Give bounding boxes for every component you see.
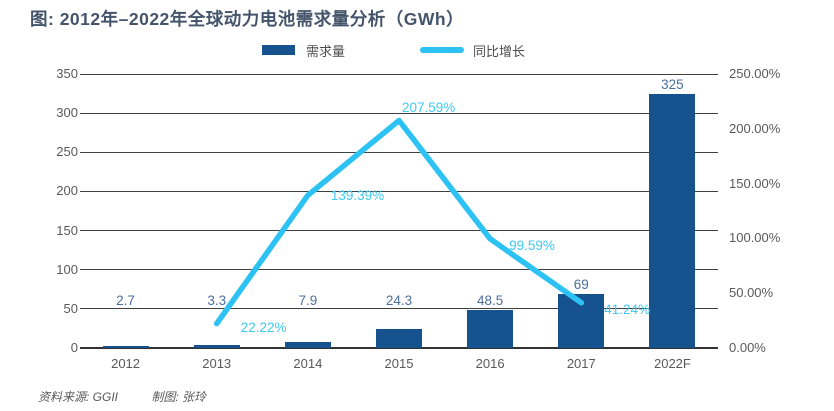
legend: 需求量 同比增长	[262, 40, 525, 60]
y-axis-tick-left: 150	[56, 222, 78, 238]
bar-2014	[284, 341, 331, 348]
x-axis-label-2014: 2014	[293, 356, 323, 371]
y-axis-tick-left: 200	[56, 183, 78, 199]
bar-value-label: 69	[573, 276, 589, 292]
gridline	[80, 190, 718, 192]
growth-point-label: 139.39%	[330, 188, 385, 204]
x-axis-label-2016: 2016	[475, 356, 505, 371]
y-axis-tick-right: 0.00%	[729, 340, 766, 355]
legend-bar-swatch	[262, 45, 295, 55]
bar-2012	[102, 345, 149, 348]
gridline	[80, 347, 718, 349]
legend-bar-label: 需求量	[306, 43, 346, 59]
y-axis-tick-right: 50.00%	[729, 285, 774, 301]
bar-value-label: 3.3	[207, 293, 227, 308]
bar-2013	[193, 345, 240, 348]
source-note: 资料来源: GGII	[38, 390, 119, 404]
y-axis-tick-left: 100	[56, 261, 78, 277]
x-axis-label-2022F: 2022F	[653, 356, 691, 371]
bar-value-label: 48.5	[477, 293, 504, 308]
growth-point-label: 99.59%	[509, 237, 555, 253]
maker-note: 制图: 张玲	[151, 390, 207, 404]
growth-line	[213, 117, 585, 327]
growth-point-label: 22.22%	[240, 319, 287, 335]
bar-2016	[467, 310, 514, 348]
legend-line-swatch	[420, 47, 465, 53]
bar-2022F	[649, 93, 696, 348]
legend-line-label: 同比增长	[473, 43, 526, 59]
x-axis-label-2017: 2017	[566, 356, 596, 371]
y-axis-tick-left: 350	[56, 66, 78, 81]
x-axis-label-2012: 2012	[111, 356, 141, 371]
bar-value-label: 325	[661, 76, 684, 92]
x-axis-label-2015: 2015	[384, 356, 414, 371]
gridline	[80, 269, 718, 271]
y-axis-tick-right: 200.00%	[729, 120, 781, 136]
gridline	[80, 73, 718, 75]
gridline	[80, 112, 718, 114]
y-axis-tick-right: 150.00%	[729, 175, 781, 191]
x-axis-label-2013: 2013	[202, 356, 232, 371]
bar-2015	[376, 328, 422, 348]
growth-point-label: 207.59%	[402, 100, 456, 116]
growth-point-label: 41.24%	[604, 301, 651, 317]
y-axis-tick-left: 300	[56, 105, 78, 121]
gridline	[80, 230, 718, 232]
footnote: 资料来源: GGII 制图: 张玲	[38, 388, 206, 405]
gridline	[80, 308, 718, 310]
y-axis-tick-left: 250	[56, 144, 78, 160]
bar-value-label: 7.9	[298, 293, 318, 308]
y-axis-tick-left: 0	[70, 340, 78, 355]
gridline	[80, 151, 718, 153]
bar-value-label: 24.3	[385, 293, 413, 308]
y-axis-tick-right: 100.00%	[729, 230, 781, 246]
chart-title: 图: 2012年–2022年全球动力电池需求量分析（GWh）	[30, 9, 465, 29]
bar-value-label: 2.7	[116, 293, 135, 308]
y-axis-tick-left: 50	[63, 300, 78, 316]
y-axis-tick-right: 250.00%	[729, 66, 781, 81]
